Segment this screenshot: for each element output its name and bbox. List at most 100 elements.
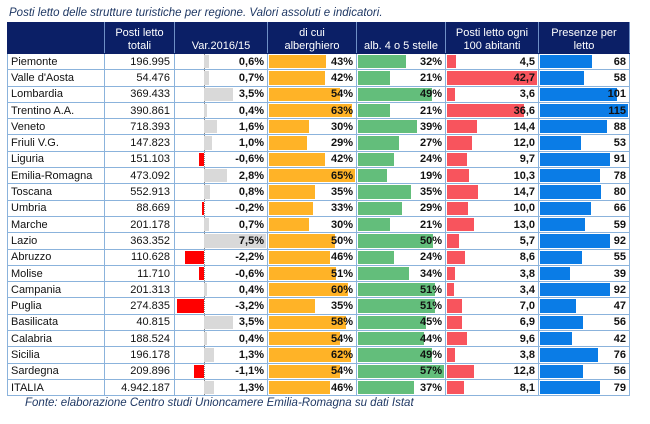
table-row: Abruzzo 110.628 -2,2% 46% 24% 8,6 55 [7,248,630,266]
var-bar [203,120,217,134]
stelle-bar [358,152,395,167]
stelle-bar [358,55,407,69]
alberghiero-value: 42% [330,71,353,84]
stelle-cell: 21% [356,69,446,87]
stelle-bar [358,299,435,313]
ogni100-value: 9,6 [519,332,535,345]
alberghiero-value: 42% [330,153,353,166]
ogni100-bar [447,201,469,215]
stelle-bar [358,136,399,150]
presenze-bar [540,217,586,232]
presenze-bar [540,266,570,281]
presenze-bar [540,332,573,346]
presenze-cell: 68 [538,52,630,71]
stelle-value: 24% [419,153,442,166]
presenze-value: 92 [613,283,626,296]
ogni100-value: 9,7 [519,153,535,166]
alberghiero-bar [269,234,336,248]
alberghiero-bar [269,71,325,85]
var-bar [177,299,204,313]
posti-letto-cell: 40.815 [104,313,175,332]
alberghiero-cell: 30% [267,215,357,234]
var-bar [203,185,211,199]
var-bar [194,364,204,378]
presenze-cell: 76 [538,346,630,364]
stelle-cell: 57% [356,362,446,380]
alberghiero-cell: 42% [267,69,357,87]
ogni100-value: 6,9 [519,316,535,329]
var-zero-axis [203,298,205,314]
alberghiero-bar [269,103,353,118]
stelle-value: 45% [419,316,442,329]
ogni100-cell: 3,6 [445,85,539,103]
posti-letto-cell: 188.524 [104,330,175,348]
presenze-value: 56 [613,316,626,329]
alberghiero-value: 35% [330,186,353,199]
posti-letto-cell: 718.393 [104,118,175,136]
presenze-bar [540,201,591,215]
ogni100-value: 10,0 [513,202,535,215]
table-row: Marche 201.178 0,7% 30% 21% 13,0 59 [7,215,630,234]
ogni100-value: 12,0 [513,137,535,150]
ogni100-cell: 14,4 [445,118,539,136]
var-bar [203,136,212,150]
var-value: 2,8% [238,169,264,182]
presenze-value: 66 [613,202,626,215]
stelle-bar [358,332,425,346]
posti-letto-cell: 473.092 [104,167,175,185]
var-zero-axis [203,250,205,265]
region-cell: Abruzzo [7,248,105,266]
posti-letto-cell: 151.103 [104,150,175,169]
presenze-value: 56 [613,365,626,378]
var-bar [198,266,204,281]
region-cell: Trentino A.A. [7,101,105,120]
alberghiero-cell: 43% [267,52,357,71]
stelle-value: 21% [419,71,442,84]
ogni100-cell: 9,7 [445,150,539,169]
ogni100-value: 36,6 [513,104,535,117]
presenze-value: 91 [613,153,626,166]
table-row: Trentino A.A. 390.861 0,4% 63% 21% 36,6 115 [7,101,630,120]
stelle-value: 32% [419,55,442,68]
alberghiero-value: 33% [330,202,353,215]
stelle-bar [358,103,390,118]
posti-letto-cell: 209.896 [104,362,175,380]
region-cell: Piemonte [7,52,105,71]
stelle-cell: 51% [356,297,446,315]
presenze-cell: 59 [538,215,630,234]
ogni100-value: 5,7 [519,234,535,247]
alberghiero-value: 65% [330,169,353,182]
alberghiero-cell: 58% [267,313,357,332]
alberghiero-bar [269,55,326,69]
ogni100-bar [447,299,462,313]
region-cell: Veneto [7,118,105,136]
stelle-value: 51% [419,283,442,296]
presenze-cell: 47 [538,297,630,315]
presenze-value: 42 [613,332,626,345]
table-row: Veneto 718.393 1,6% 30% 39% 14,4 88 [7,118,630,136]
posti-letto-cell: 110.628 [104,248,175,266]
ogni100-bar [447,87,455,101]
presenze-cell: 42 [538,330,630,348]
ogni100-bar [447,217,475,232]
alberghiero-value: 60% [330,283,353,296]
stelle-cell: 19% [356,167,446,185]
header-ogni100: Posti letto ogni 100 abitanti [445,22,539,54]
alberghiero-value: 62% [330,348,353,361]
var-cell: 7,5% [174,232,268,250]
stelle-bar [358,169,387,183]
alberghiero-value: 54% [330,88,353,101]
presenze-cell: 58 [538,69,630,87]
region-cell: Basilicata [7,313,105,332]
table-row: Calabria 188.524 0,4% 54% 44% 9,6 42 [7,330,630,348]
var-zero-axis [203,152,205,167]
stelle-cell: 27% [356,134,446,152]
var-zero-axis [203,201,205,216]
presenze-bar [540,71,585,85]
presenze-cell: 80 [538,183,630,201]
posti-letto-cell: 363.352 [104,232,175,250]
ogni100-bar [447,315,462,330]
stelle-bar [358,71,390,85]
ogni100-cell: 14,7 [445,183,539,201]
region-cell: Sicilia [7,346,105,364]
